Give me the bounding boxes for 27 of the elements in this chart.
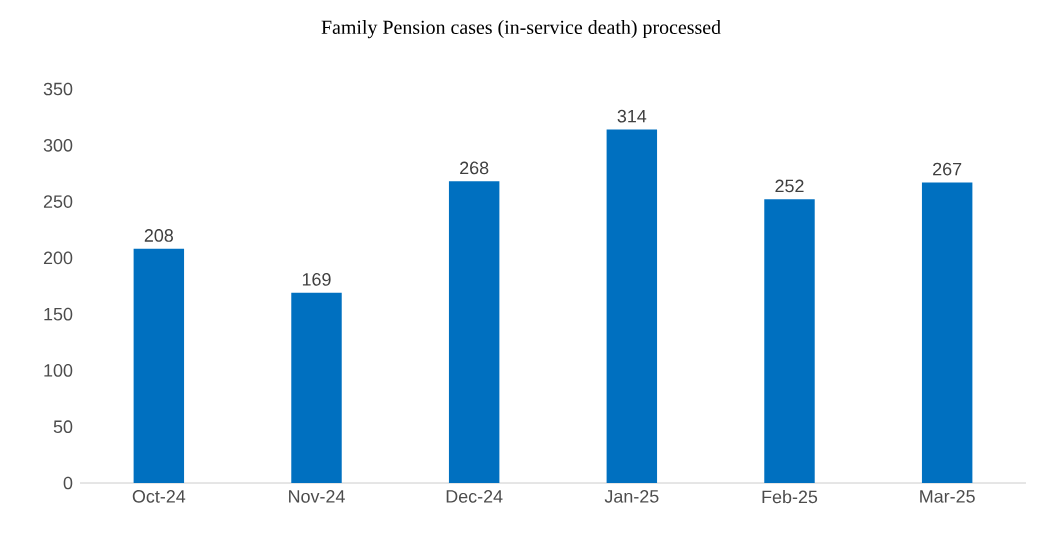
x-tick-label: Feb-25 — [762, 490, 818, 504]
y-tick-label: 300 — [43, 138, 73, 152]
bar — [448, 181, 500, 483]
data-label: 314 — [617, 109, 647, 123]
y-tick-label: 250 — [43, 195, 73, 208]
data-label: 267 — [933, 162, 962, 176]
y-tick-label: 50 — [53, 420, 73, 434]
x-tick-label: Oct-24 — [132, 490, 186, 503]
x-tick-label: Dec-24 — [446, 490, 503, 503]
x-tick-label: Mar-25 — [920, 490, 975, 503]
data-label: 169 — [302, 273, 331, 286]
data-label: 252 — [775, 179, 804, 193]
bar — [291, 292, 342, 483]
y-tick-label: 100 — [44, 364, 73, 377]
data-label: 268 — [460, 161, 489, 175]
bar — [921, 182, 973, 483]
bar — [606, 129, 658, 483]
y-tick-label: 350 — [43, 82, 73, 96]
x-tick-label: Jan-25 — [604, 490, 659, 503]
data-label: 208 — [144, 229, 173, 242]
y-tick-label: 150 — [44, 307, 73, 321]
bar — [133, 248, 185, 483]
y-tick-label: 0 — [63, 476, 73, 490]
chart-title: Family Pension cases (in-service death) processed — [321, 20, 721, 39]
y-tick-label: 200 — [43, 251, 73, 265]
bar — [764, 199, 815, 483]
x-tick-label: Nov-24 — [289, 490, 345, 503]
